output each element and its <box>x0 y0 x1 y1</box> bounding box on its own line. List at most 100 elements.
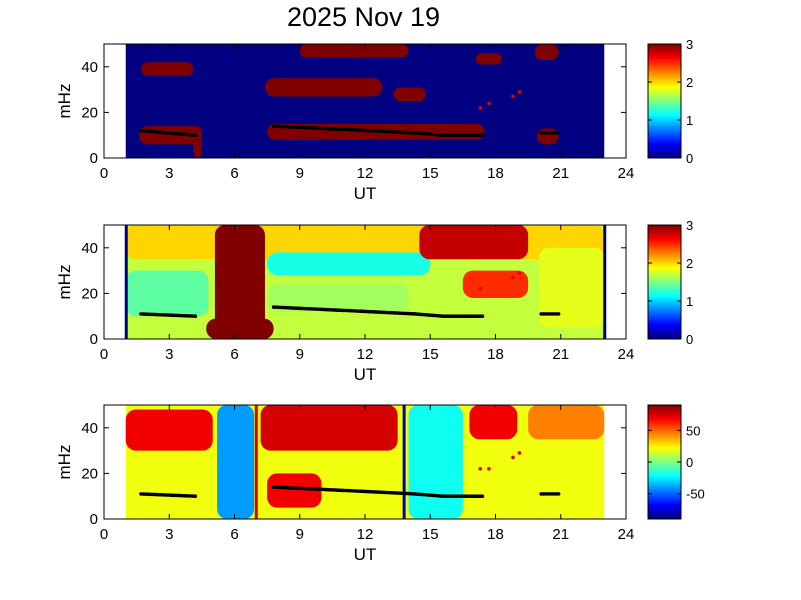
x-tick-label: 3 <box>165 346 173 363</box>
y-tick-label: 20 <box>81 285 98 302</box>
ridge-marker-black <box>556 492 561 496</box>
y-tick-label: 20 <box>81 104 98 121</box>
plot-area-1 <box>125 44 605 158</box>
colorbar <box>647 404 682 520</box>
heatmap-blob <box>267 252 431 276</box>
x-tick-label: 18 <box>487 346 504 363</box>
x-tick-label: 21 <box>552 526 569 543</box>
ridge-marker-black <box>480 314 485 319</box>
x-tick-label: 6 <box>230 346 238 363</box>
x-tick-label: 0 <box>100 346 108 363</box>
heatmap-blob <box>125 409 213 451</box>
heatmap-blob <box>534 44 559 60</box>
y-tick-label: 40 <box>81 240 98 257</box>
y-axis-label: mHz <box>55 265 74 300</box>
figure-title: 2025 Nov 19 <box>286 2 441 32</box>
y-axis-label: mHz <box>55 445 74 480</box>
heatmap-blob <box>206 318 274 339</box>
heatmap-blob <box>469 405 518 440</box>
heatmap-blob <box>462 270 529 298</box>
x-tick-label: 24 <box>618 346 635 363</box>
heatmap-blob <box>393 87 426 101</box>
y-tick-label: 40 <box>81 420 98 437</box>
x-tick-label: 0 <box>100 165 108 182</box>
x-axis-label: UT <box>354 184 377 203</box>
x-tick-label: 15 <box>422 526 439 543</box>
heatmap-blob <box>419 225 529 260</box>
heatmap-blob <box>217 405 255 519</box>
ridge-marker-red <box>478 106 483 110</box>
ridge-marker-red <box>478 287 483 291</box>
x-axis-label: UT <box>354 365 377 384</box>
x-tick-label: 24 <box>618 165 635 182</box>
heatmap-blob <box>260 405 398 451</box>
ridge-marker-black <box>193 494 198 499</box>
x-tick-label: 3 <box>165 526 173 543</box>
ridge-marker-red <box>511 94 515 99</box>
ridge-marker-red <box>511 275 515 280</box>
colorbar <box>647 43 682 159</box>
x-tick-label: 21 <box>552 346 569 363</box>
plot-area-3 <box>125 405 605 519</box>
y-tick-label: 0 <box>90 511 98 528</box>
extent-edge-line <box>603 225 607 339</box>
ridge-marker-red <box>487 467 491 471</box>
ridge-marker-red <box>517 451 522 455</box>
heatmap-blob <box>264 78 383 97</box>
x-tick-label: 9 <box>296 346 304 363</box>
x-tick-label: 0 <box>100 526 108 543</box>
vertical-line-blue <box>402 405 406 519</box>
ridge-marker-black <box>193 314 198 319</box>
colorbar-tick-label: -50 <box>686 487 705 502</box>
ridge-marker-black <box>556 312 561 316</box>
x-tick-label: 6 <box>230 526 238 543</box>
x-tick-label: 18 <box>487 526 504 543</box>
colorbar-tick-label: 1 <box>686 294 693 309</box>
ridge-marker-black <box>480 494 485 499</box>
heatmap-blob <box>408 405 463 519</box>
x-tick-label: 9 <box>296 526 304 543</box>
colorbar-tick-label: 0 <box>686 151 693 166</box>
ridge-marker-red <box>478 467 483 471</box>
colorbar-tick-label: 0 <box>686 332 693 347</box>
ridge-marker-black <box>480 133 485 137</box>
heatmap-blob <box>536 128 559 145</box>
x-tick-label: 12 <box>357 346 374 363</box>
y-tick-label: 40 <box>81 59 98 76</box>
ridge-marker-black <box>193 133 198 137</box>
y-tick-label: 0 <box>90 331 98 348</box>
colorbar-tick-label: 3 <box>686 218 693 233</box>
panel-3: 0 3 6 9 12 15 18 21 24 0 20 40 UT mHz 50 0 -50 <box>55 404 705 564</box>
x-tick-label: 18 <box>487 165 504 182</box>
heatmap-blob <box>214 225 265 339</box>
x-tick-label: 9 <box>296 165 304 182</box>
ridge-marker-black <box>556 131 561 135</box>
colorbar-tick-label: 2 <box>686 75 693 90</box>
x-tick-label: 15 <box>422 165 439 182</box>
ridge-marker-red <box>517 90 522 94</box>
colorbar-tick-label: 50 <box>686 423 700 438</box>
x-tick-label: 21 <box>552 165 569 182</box>
heatmap-blob <box>267 284 409 312</box>
ridge-marker-red <box>517 271 522 275</box>
heatmap-blob <box>193 126 202 158</box>
x-axis-label: UT <box>354 545 377 564</box>
x-tick-label: 15 <box>422 346 439 363</box>
plot-area-2 <box>124 225 607 339</box>
heatmap-blob <box>299 44 409 58</box>
x-tick-label: 6 <box>230 165 238 182</box>
x-tick-label: 24 <box>618 526 635 543</box>
x-tick-label: 3 <box>165 165 173 182</box>
extent-edge-line <box>124 225 128 339</box>
ridge-marker-red <box>487 101 491 106</box>
colorbar-tick-label: 0 <box>686 455 693 470</box>
x-tick-label: 12 <box>357 526 374 543</box>
colorbar-tick-label: 1 <box>686 113 693 128</box>
y-tick-label: 0 <box>90 150 98 167</box>
y-axis-label: mHz <box>55 84 74 119</box>
heatmap-blob <box>140 62 194 76</box>
ridge-marker-red <box>511 455 515 460</box>
